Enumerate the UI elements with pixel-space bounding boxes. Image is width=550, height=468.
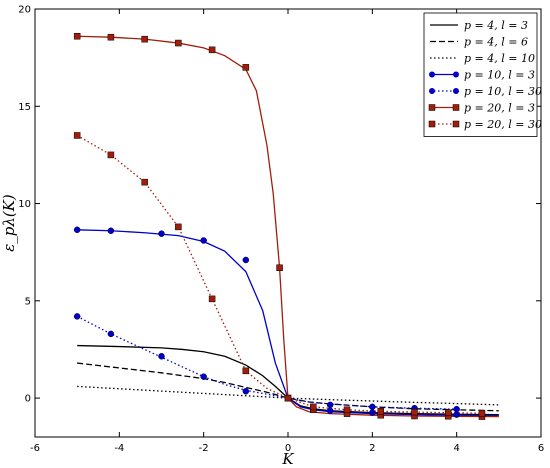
- series-3-point: [200, 237, 207, 244]
- series-4-point: [369, 403, 376, 411]
- x-tick-label: 2: [369, 443, 375, 454]
- series-3-point: [453, 411, 460, 418]
- series-6-point: [208, 295, 216, 303]
- x-tick-label: -2: [199, 443, 209, 454]
- series-6-point: [478, 410, 486, 417]
- legend-label-2: p = 4, l = 10: [464, 52, 535, 65]
- series-6-point: [141, 178, 148, 186]
- series-5-point: [141, 35, 148, 43]
- legend-marker-3: [453, 71, 459, 78]
- y-tick-label: 15: [18, 102, 31, 113]
- legend-label-3: p = 10, l = 3: [464, 69, 535, 82]
- series-5-point: [208, 46, 216, 54]
- y-tick-label: 10: [18, 199, 31, 210]
- series-6-point: [411, 408, 418, 416]
- legend-label-5: p = 20, l = 3: [464, 102, 535, 115]
- series-6-point: [107, 151, 115, 159]
- series-3-point: [242, 256, 250, 264]
- series-line-3: [77, 229, 499, 417]
- x-tick-label: 6: [538, 443, 544, 454]
- legend-marker-6: [428, 120, 436, 128]
- x-axis-label: K: [281, 450, 294, 468]
- legend-label-1: p = 4, l = 6: [464, 36, 528, 49]
- series-4-point: [200, 373, 207, 380]
- legend-marker-3: [429, 71, 435, 78]
- plot-area: [73, 32, 499, 420]
- legend-label-4: p = 10, l = 30: [464, 85, 542, 98]
- legend-marker-4: [429, 88, 435, 94]
- series-6-point: [343, 406, 351, 414]
- series-6-point: [444, 409, 452, 416]
- legend: p = 4, l = 3 p = 4, l = 6 p = 4, l = 10 p =…: [423, 12, 542, 137]
- series-5-point: [175, 39, 182, 47]
- series-6-point: [284, 394, 292, 402]
- series-3-point: [326, 407, 334, 414]
- series-3-point: [158, 230, 165, 237]
- series-6-point: [242, 367, 250, 375]
- series-4-point: [107, 330, 115, 338]
- series-3-point: [369, 409, 376, 416]
- series-4-point: [158, 353, 165, 360]
- legend-label-0: p = 4, l = 3: [464, 19, 528, 32]
- series-4-point: [242, 388, 250, 395]
- axes: -6 -4 -2 0 2 4 6 0 5 10 15 20 Kε_pλ(K): [0, 5, 544, 468]
- series-line-6: [76, 134, 482, 414]
- y-tick-label: 20: [18, 5, 31, 16]
- x-tick-label: 4: [453, 443, 459, 454]
- x-tick-label: -6: [30, 443, 40, 454]
- series-line-0: [77, 344, 499, 416]
- legend-marker-6: [452, 120, 460, 128]
- y-tick-label: 5: [25, 296, 31, 307]
- x-tick-label: -4: [114, 443, 124, 454]
- series-5-point: [107, 33, 115, 41]
- series-line-1: [77, 362, 499, 412]
- y-axis-label: ε_pλ(K): [0, 194, 18, 252]
- series-6-point: [73, 132, 81, 139]
- series-5-point: [242, 64, 250, 71]
- series-5-point: [73, 32, 81, 40]
- legend-label-6: p = 20, l = 30: [464, 118, 542, 131]
- legend-marker-5: [428, 104, 436, 111]
- x-tick-label: 0: [285, 443, 291, 454]
- legend-marker-4: [453, 88, 459, 94]
- series-line-5: [77, 35, 499, 418]
- series-6-point: [310, 403, 317, 411]
- series-4-point: [73, 313, 81, 320]
- legend-marker-5: [452, 104, 460, 111]
- series-4-point: [453, 405, 460, 413]
- series-5-point: [276, 264, 283, 271]
- y-tick-label: 0: [25, 394, 31, 405]
- series-6-point: [175, 223, 182, 231]
- series-3-point: [107, 227, 115, 235]
- series-3-point: [73, 226, 81, 234]
- series-4-point: [326, 401, 334, 409]
- series-6-point: [377, 408, 385, 415]
